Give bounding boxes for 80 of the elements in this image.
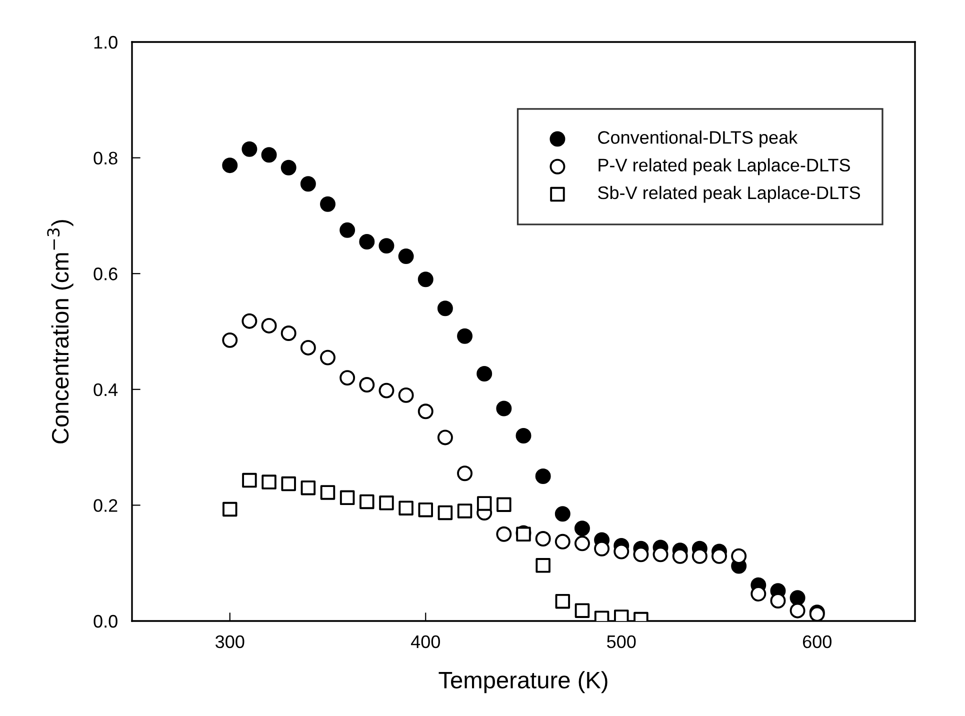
y-tick-label: 0.0: [94, 614, 118, 628]
point: [437, 430, 453, 446]
point: [476, 366, 492, 382]
point: [379, 496, 394, 510]
point: [359, 234, 375, 250]
point: [378, 382, 394, 398]
x-axis-title: Temperature (K): [438, 671, 608, 694]
point: [398, 387, 414, 403]
point: [496, 526, 512, 542]
point: [554, 506, 570, 522]
point: [340, 490, 355, 506]
y-tick-label: 0.4: [94, 383, 118, 396]
point: [261, 318, 277, 334]
point: [574, 536, 590, 552]
point: [574, 520, 590, 536]
point: [242, 141, 258, 157]
y-axis-title: Concentration (cm$^{−3}$): [47, 220, 74, 444]
point: [300, 480, 316, 496]
point: [300, 340, 316, 356]
point: [790, 602, 806, 618]
x-tick-label: 500: [607, 635, 636, 648]
point: [750, 586, 766, 602]
y-tick-label: 0.2: [94, 499, 118, 512]
point: [614, 544, 630, 560]
point: [438, 505, 453, 520]
point: [692, 548, 708, 564]
point: [222, 502, 238, 517]
point: [516, 428, 532, 444]
point: [360, 494, 374, 510]
point: [437, 300, 453, 316]
point: [672, 548, 688, 564]
point: [280, 325, 296, 341]
point: [574, 603, 590, 618]
point: [652, 546, 668, 562]
x-tick-label: 600: [802, 635, 832, 648]
y-tick-label: 1.0: [94, 36, 118, 49]
point: [340, 370, 356, 386]
point: [320, 196, 336, 212]
point: [222, 332, 238, 348]
point: [242, 472, 257, 488]
y-tick-label: 0.8: [94, 152, 118, 165]
point: [536, 558, 550, 573]
point: [731, 548, 747, 564]
legend-label: Conventional-DLTS peak: [598, 130, 798, 148]
point: [418, 502, 433, 518]
point: [300, 176, 316, 192]
x-tick-label: 300: [216, 635, 244, 648]
point: [790, 590, 806, 606]
point: [281, 476, 296, 492]
point: [554, 534, 570, 550]
point: [418, 404, 434, 420]
point: [359, 377, 375, 393]
point: [712, 548, 727, 564]
point: [280, 160, 296, 176]
point: [457, 466, 473, 482]
point: [222, 158, 238, 174]
y-tick-label: 0.6: [94, 268, 118, 280]
point: [535, 468, 551, 484]
point: [476, 496, 492, 511]
point: [340, 222, 356, 238]
point: [242, 313, 258, 329]
point: [378, 238, 394, 254]
point: [320, 350, 336, 366]
x-tick-label: 400: [410, 635, 440, 648]
point: [398, 248, 414, 264]
legend-label: P-V related peak Laplace-DLTS: [598, 158, 850, 176]
point: [633, 546, 649, 562]
point: [496, 400, 512, 416]
point: [418, 272, 434, 288]
point: [457, 504, 472, 518]
point: [398, 500, 414, 516]
point: [535, 531, 551, 547]
point: [262, 474, 276, 490]
point: [320, 485, 336, 500]
point: [496, 497, 512, 512]
point: [457, 328, 473, 344]
point: [594, 540, 610, 556]
legend-label: Sb-V related peak Laplace-DLTS: [598, 186, 860, 203]
point: [555, 594, 570, 609]
point: [261, 147, 277, 163]
